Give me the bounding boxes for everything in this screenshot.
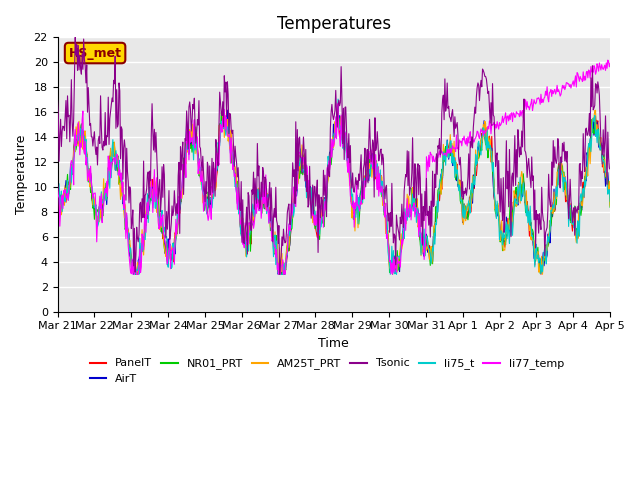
AM25T_PRT xyxy=(133,271,141,277)
Tsonic xyxy=(177,167,185,173)
Line: AM25T_PRT: AM25T_PRT xyxy=(58,107,610,274)
li77_temp xyxy=(129,271,137,277)
li77_temp xyxy=(120,192,128,198)
PanelT xyxy=(606,196,614,202)
Line: AirT: AirT xyxy=(58,110,610,274)
PanelT xyxy=(134,271,141,277)
NR01_PRT xyxy=(207,203,214,209)
AM25T_PRT xyxy=(63,180,71,185)
li75_t xyxy=(54,187,61,193)
Y-axis label: Temperature: Temperature xyxy=(15,135,28,214)
Tsonic xyxy=(72,35,79,40)
PanelT xyxy=(419,240,426,245)
Tsonic xyxy=(122,145,129,151)
X-axis label: Time: Time xyxy=(319,337,349,350)
AM25T_PRT xyxy=(54,190,61,196)
PanelT xyxy=(334,112,342,118)
AirT xyxy=(606,195,614,201)
Tsonic xyxy=(419,242,426,248)
PanelT xyxy=(207,194,214,200)
Line: li75_t: li75_t xyxy=(58,99,610,274)
NR01_PRT xyxy=(120,209,128,215)
NR01_PRT xyxy=(606,204,614,210)
li77_temp xyxy=(418,240,426,246)
AM25T_PRT xyxy=(419,245,426,251)
NR01_PRT xyxy=(218,110,225,116)
NR01_PRT xyxy=(177,193,185,199)
AM25T_PRT xyxy=(120,215,128,221)
li75_t xyxy=(207,195,214,201)
Line: PanelT: PanelT xyxy=(58,115,610,274)
NR01_PRT xyxy=(131,271,139,277)
AirT xyxy=(130,271,138,277)
li77_temp xyxy=(606,60,614,66)
AirT xyxy=(223,107,231,113)
Tsonic xyxy=(63,93,71,99)
PanelT xyxy=(63,184,71,190)
AirT xyxy=(54,192,61,198)
li77_temp xyxy=(177,195,185,201)
AirT xyxy=(120,197,128,203)
Text: HS_met: HS_met xyxy=(68,47,122,60)
li75_t xyxy=(403,212,410,218)
AirT xyxy=(177,189,185,195)
AirT xyxy=(403,210,410,216)
NR01_PRT xyxy=(63,171,71,177)
li77_temp xyxy=(54,181,61,187)
li77_temp xyxy=(402,228,410,233)
Line: li77_temp: li77_temp xyxy=(58,60,610,274)
li77_temp xyxy=(604,57,612,63)
AirT xyxy=(419,233,426,239)
AM25T_PRT xyxy=(606,203,614,208)
Title: Temperatures: Temperatures xyxy=(276,15,391,33)
Line: Tsonic: Tsonic xyxy=(58,37,610,274)
Tsonic xyxy=(207,192,214,198)
li75_t xyxy=(334,96,342,102)
li75_t xyxy=(606,198,614,204)
AM25T_PRT xyxy=(177,187,185,193)
Line: NR01_PRT: NR01_PRT xyxy=(58,113,610,274)
li77_temp xyxy=(63,191,71,196)
NR01_PRT xyxy=(403,213,410,219)
AirT xyxy=(207,201,214,207)
AM25T_PRT xyxy=(334,104,342,110)
li77_temp xyxy=(207,203,214,208)
PanelT xyxy=(120,202,128,207)
NR01_PRT xyxy=(54,179,61,185)
PanelT xyxy=(403,205,410,211)
PanelT xyxy=(177,199,185,204)
PanelT xyxy=(54,182,61,188)
li75_t xyxy=(419,233,426,239)
Tsonic xyxy=(276,271,284,277)
Legend: PanelT, AirT, NR01_PRT, AM25T_PRT, Tsonic, li75_t, li77_temp: PanelT, AirT, NR01_PRT, AM25T_PRT, Tsoni… xyxy=(85,354,569,388)
AM25T_PRT xyxy=(403,214,410,220)
li75_t xyxy=(63,178,71,183)
NR01_PRT xyxy=(419,233,426,239)
Tsonic xyxy=(403,174,410,180)
Tsonic xyxy=(54,97,61,103)
li75_t xyxy=(120,205,128,211)
li75_t xyxy=(132,271,140,277)
AirT xyxy=(63,188,71,193)
li75_t xyxy=(177,190,185,195)
Tsonic xyxy=(606,166,614,172)
AM25T_PRT xyxy=(207,207,214,213)
